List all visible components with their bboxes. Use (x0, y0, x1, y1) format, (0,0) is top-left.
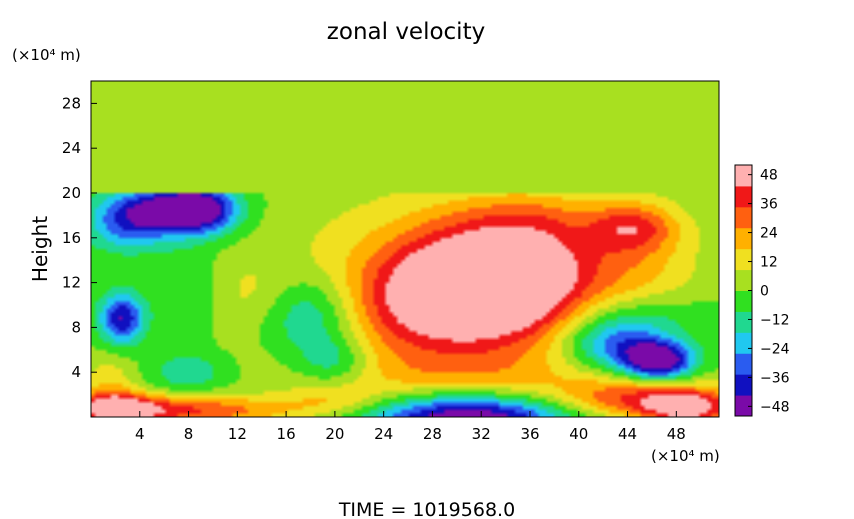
colorbar-band (735, 206, 752, 229)
plot-frame (90, 80, 720, 418)
x-axis-ticks: 4 8 12 16 20 24 28 32 36 40 44 48 (135, 411, 686, 443)
x-tick-label: 28 (423, 425, 442, 443)
y-axis-unit: (×10⁴ m) (12, 46, 81, 64)
heatmap-image (91, 81, 719, 417)
colorbar-tick-label: 12 (760, 255, 778, 271)
x-tick-label: 4 (135, 425, 145, 443)
y-tick-label: 4 (71, 363, 81, 381)
x-tick-label: 12 (228, 425, 247, 443)
y-tick-label: 16 (62, 229, 81, 247)
colorbar-band (735, 227, 752, 250)
y-tick-label: 12 (62, 274, 81, 292)
x-tick-label: 20 (325, 425, 344, 443)
colorbar-tick-label: −36 (760, 370, 790, 386)
x-tick-label: 8 (184, 425, 194, 443)
colorbar-tick-label: 48 (760, 168, 778, 184)
chart-title: zonal velocity (327, 19, 485, 45)
x-tick-label: 40 (569, 425, 588, 443)
colorbar-band (735, 185, 752, 208)
colorbar-tick-label: 36 (760, 197, 778, 213)
y-axis-ticks: 4 8 12 16 20 24 28 (62, 94, 97, 381)
y-tick-label: 24 (62, 139, 81, 157)
x-tick-label: 32 (472, 425, 491, 443)
x-tick-label: 36 (520, 425, 539, 443)
colorbar-band (735, 395, 752, 416)
x-tick-label: 48 (667, 425, 686, 443)
colorbar-band (735, 353, 752, 375)
heatmap-field (91, 81, 719, 417)
time-footer: TIME = 1019568.0 (338, 499, 515, 519)
colorbar-tick-label: −48 (760, 399, 790, 415)
colorbar-band (735, 269, 752, 291)
colorbar-tick-label: 0 (760, 284, 769, 300)
y-tick-label: 20 (62, 184, 81, 202)
colorbar-band (735, 332, 752, 354)
colorbar-band (735, 374, 752, 396)
colorbar-tick-label: 24 (760, 226, 778, 242)
x-tick-label: 16 (277, 425, 296, 443)
colorbar-band (735, 311, 752, 333)
colorbar-tick-label: −24 (760, 341, 790, 357)
colorbar-band (735, 248, 752, 271)
colorbar-band (735, 290, 752, 312)
colorbar: 48 36 24 12 0 −12 −24 −36 −48 (734, 164, 790, 417)
x-axis-unit: (×10⁴ m) (651, 447, 720, 465)
y-tick-label: 28 (62, 94, 81, 112)
colorbar-band (735, 165, 752, 187)
colorbar-tick-label: −12 (760, 312, 790, 328)
y-tick-label: 8 (71, 318, 81, 336)
x-tick-label: 44 (618, 425, 637, 443)
y-axis-label: Height (28, 216, 52, 282)
x-tick-label: 24 (374, 425, 393, 443)
